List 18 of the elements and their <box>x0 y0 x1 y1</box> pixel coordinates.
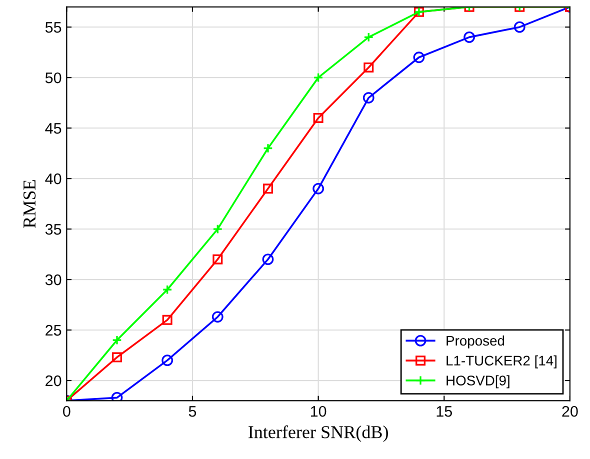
x-tick-label: 20 <box>562 406 578 417</box>
y-tick-label: 20 <box>46 375 62 386</box>
y-tick-label: 50 <box>45 72 62 84</box>
y-tick-label: 35 <box>45 224 62 235</box>
legend-label: L1-TUCKER2 [14] <box>446 355 556 368</box>
x-tick-label: 0 <box>63 406 70 417</box>
legend-label: Proposed <box>446 335 504 348</box>
y-tick-label: 25 <box>46 324 62 336</box>
y-tick-label: 30 <box>45 274 62 286</box>
y-tick-label: 40 <box>45 173 62 184</box>
x-tick-label: 10 <box>310 406 326 417</box>
y-tick-label: 45 <box>45 123 62 134</box>
legend-label: HOSVD[9] <box>446 375 510 388</box>
x-axis-title: Interferer SNR(dB) <box>248 425 388 442</box>
y-axis-title: RMSE <box>23 180 36 228</box>
x-tick-label: 5 <box>188 406 196 417</box>
y-tick-label: 55 <box>45 22 62 33</box>
x-tick-label: 15 <box>436 406 452 417</box>
